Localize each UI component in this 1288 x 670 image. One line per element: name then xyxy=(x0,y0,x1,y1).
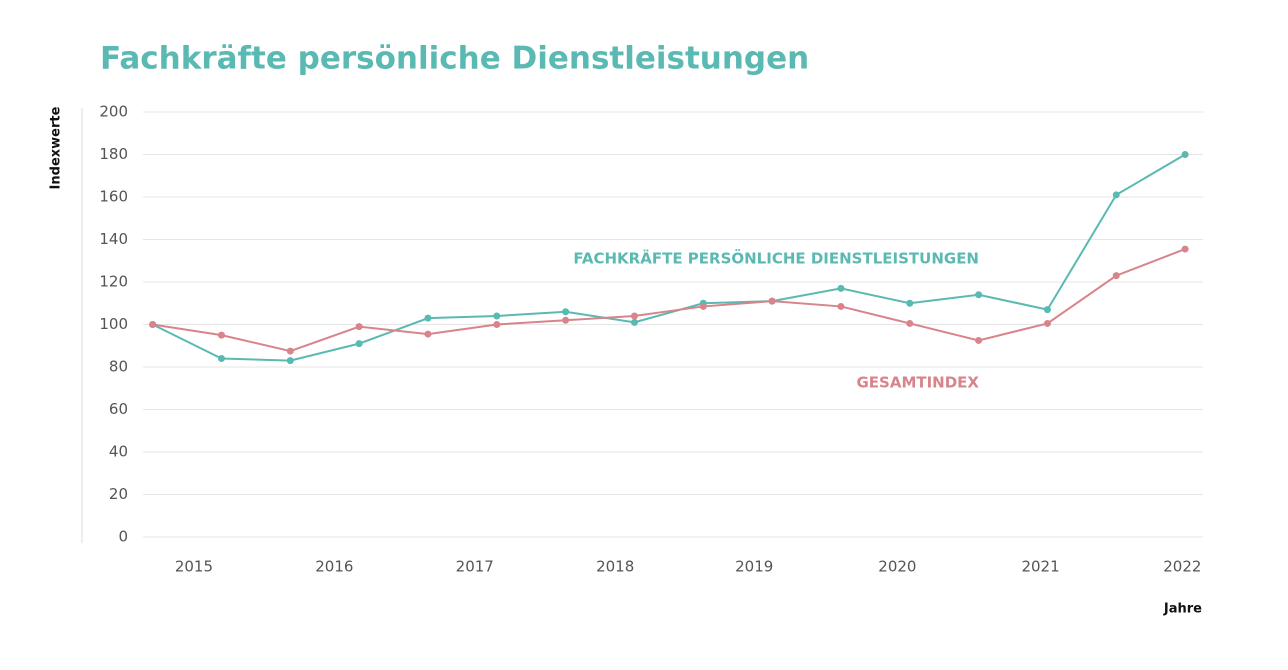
data-point xyxy=(1112,272,1120,280)
y-tick-label: 140 xyxy=(99,230,128,248)
y-tick-label: 40 xyxy=(109,443,128,461)
data-point xyxy=(630,312,638,320)
data-point xyxy=(286,357,294,365)
data-point xyxy=(1043,306,1051,314)
series-line xyxy=(152,248,1186,353)
x-tick-label: 2017 xyxy=(456,558,494,576)
data-point xyxy=(1181,245,1189,253)
y-tick-label: 20 xyxy=(109,485,128,503)
data-point xyxy=(562,308,570,316)
x-tick-label: 2015 xyxy=(175,558,213,576)
series-line xyxy=(152,153,1186,362)
x-tick-label: 2018 xyxy=(596,558,634,576)
y-tick-label: 60 xyxy=(109,400,128,418)
series-label: FACHKRÄFTE PERSÖNLICHE DIENSTLEISTUNGEN xyxy=(573,249,979,268)
data-point xyxy=(217,355,225,362)
data-point xyxy=(1181,151,1189,158)
y-axis-label: Indexwerte xyxy=(49,106,64,189)
data-point xyxy=(424,330,432,338)
data-point xyxy=(286,347,294,355)
data-point xyxy=(493,312,501,320)
series-label: GESAMTINDEX xyxy=(856,374,979,392)
y-tick-label: 200 xyxy=(99,103,128,121)
chart-title: Fachkräfte persönliche Dienstleistungen xyxy=(100,41,809,77)
y-tick-label: 160 xyxy=(99,188,128,206)
y-tick-label: 180 xyxy=(99,145,128,163)
data-point xyxy=(424,314,432,322)
x-tick-label: 2020 xyxy=(878,558,916,576)
y-tick-label: 0 xyxy=(118,528,128,546)
data-point xyxy=(562,316,570,324)
x-axis-label: Jahre xyxy=(1163,602,1202,617)
y-tick-label: 120 xyxy=(99,273,128,291)
x-tick-label: 2016 xyxy=(315,558,353,576)
data-point xyxy=(355,323,363,331)
data-point xyxy=(493,321,501,328)
data-point xyxy=(768,297,776,305)
data-point xyxy=(837,284,845,292)
data-point xyxy=(1112,191,1120,199)
data-point xyxy=(1043,319,1051,327)
x-tick-label: 2021 xyxy=(1021,558,1059,576)
data-point xyxy=(149,321,157,328)
data-point xyxy=(355,340,363,348)
data-point xyxy=(837,302,845,310)
data-point xyxy=(699,302,707,310)
data-point xyxy=(630,318,638,326)
y-tick-label: 100 xyxy=(99,315,128,333)
data-point xyxy=(906,319,914,327)
x-tick-label: 2019 xyxy=(735,558,773,576)
data-point xyxy=(217,331,225,339)
data-point xyxy=(906,299,914,307)
data-point xyxy=(975,336,983,344)
data-point xyxy=(975,291,983,299)
y-tick-label: 80 xyxy=(109,358,128,376)
x-tick-label: 2022 xyxy=(1163,558,1201,576)
